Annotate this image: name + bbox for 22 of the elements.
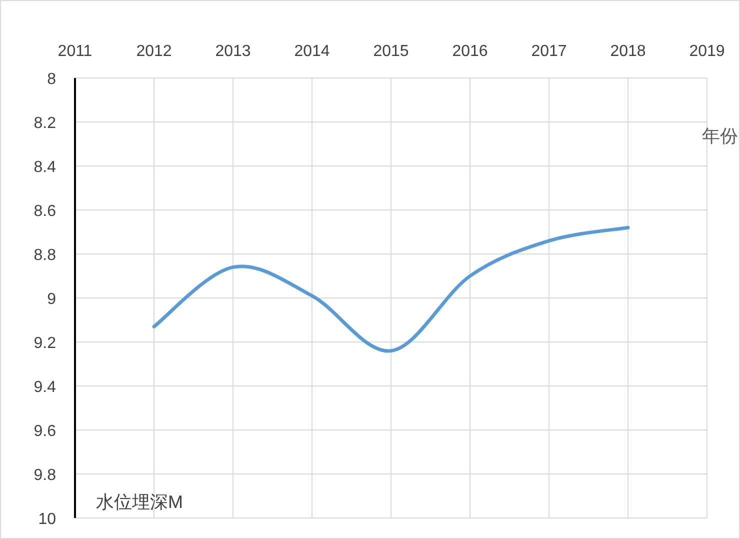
x-tick-label: 2015	[373, 43, 409, 60]
x-tick-label: 2017	[531, 43, 567, 60]
y-tick-label: 8.2	[34, 115, 56, 132]
x-axis-title: 年份	[702, 126, 738, 146]
y-tick-label: 8.6	[34, 203, 56, 220]
y-tick-label: 8	[47, 71, 56, 88]
y-axis-title: 水位埋深M	[96, 492, 183, 512]
x-tick-label: 2014	[294, 43, 330, 60]
y-tick-label: 8.4	[34, 159, 56, 176]
y-tick-label: 9.2	[34, 335, 56, 352]
x-tick-label: 2011	[58, 43, 92, 60]
y-tick-label: 9.8	[34, 467, 56, 484]
x-tick-label: 2016	[452, 43, 488, 60]
x-tick-label: 2012	[136, 43, 172, 60]
y-tick-label: 8.8	[34, 247, 56, 264]
y-tick-label: 9.6	[34, 423, 56, 440]
x-tick-label: 2019	[689, 43, 725, 60]
y-tick-label: 9	[47, 291, 56, 308]
y-tick-label: 10	[38, 511, 56, 528]
y-tick-label: 9.4	[34, 379, 56, 396]
x-tick-label: 2013	[215, 43, 251, 60]
x-tick-label: 2018	[610, 43, 646, 60]
